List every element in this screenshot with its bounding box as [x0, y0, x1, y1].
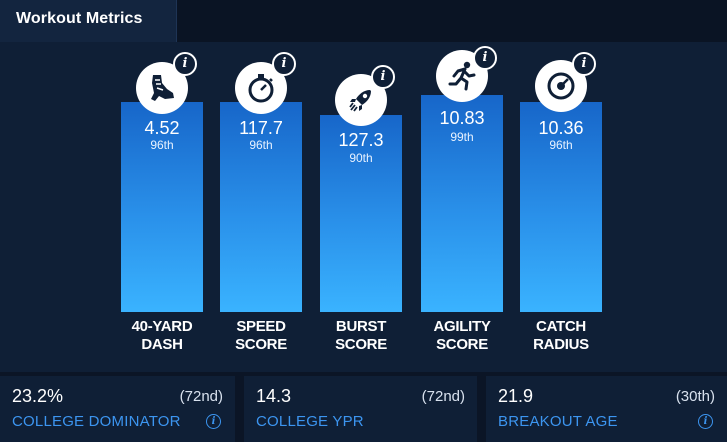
- metric-agility-score: i 10.83 99th: [421, 0, 503, 312]
- metric-label-catch-radius: CATCH RADIUS: [533, 318, 589, 353]
- metric-percentile: 96th: [249, 138, 273, 152]
- info-icon[interactable]: i: [473, 46, 497, 70]
- page-title: Workout Metrics: [16, 10, 143, 27]
- stat-value: 21.9: [498, 386, 534, 406]
- metric-percentile: 90th: [349, 151, 373, 165]
- metric-value: 10.36: [538, 118, 584, 138]
- info-icon[interactable]: i: [173, 52, 197, 76]
- stat-label: COLLEGE YPR: [256, 413, 364, 430]
- stat-rank: (72nd): [421, 388, 465, 405]
- metric-speed-score: i 117.7 96th: [220, 0, 302, 312]
- metric-bar: [520, 102, 602, 312]
- metric-label-agility-score: AGILITY SCORE: [433, 318, 491, 353]
- metric-percentile: 96th: [549, 138, 573, 152]
- stat-rank: (30th): [675, 388, 715, 405]
- metric-value: 117.7: [239, 118, 283, 138]
- metric-percentile: 99th: [450, 130, 474, 144]
- metric-value: 10.83: [439, 108, 485, 128]
- info-icon[interactable]: i: [371, 65, 395, 89]
- metric-percentile: 96th: [150, 138, 174, 152]
- metric-label-speed-score: SPEED SCORE: [235, 318, 287, 353]
- metric-bar: [320, 115, 402, 312]
- stat-card-college-ypr: 14.3 (72nd) COLLEGE YPR: [244, 376, 477, 442]
- metric-bar: [220, 102, 302, 312]
- metric-bar: [121, 102, 203, 312]
- metric-value: 127.3: [338, 130, 384, 150]
- stat-rank: (72nd): [179, 388, 223, 405]
- stat-value: 14.3: [256, 386, 292, 406]
- stat-label: BREAKOUT AGE: [498, 413, 618, 430]
- stat-label: COLLEGE DOMINATOR: [12, 413, 181, 430]
- stat-card-college-dominator: 23.2% (72nd) COLLEGE DOMINATOR i: [0, 376, 235, 442]
- metric-label-40-yard-dash: 40-YARD DASH: [131, 318, 193, 353]
- info-icon[interactable]: i: [272, 52, 296, 76]
- stat-value: 23.2%: [12, 386, 64, 406]
- metric-catch-radius: i 10.36 96th: [520, 0, 602, 312]
- metric-bar: [421, 95, 503, 312]
- metric-label-burst-score: BURST SCORE: [335, 318, 387, 353]
- tab-workout-metrics[interactable]: Workout Metrics: [0, 0, 177, 42]
- info-icon[interactable]: i: [698, 414, 713, 429]
- info-icon[interactable]: i: [572, 52, 596, 76]
- metric-40-yard-dash: i 4.52 96th: [121, 0, 203, 312]
- metric-burst-score: i 127.3 90th: [320, 0, 402, 312]
- metric-value: 4.52: [144, 118, 180, 138]
- stat-card-breakout-age: 21.9 (30th) BREAKOUT AGE i: [486, 376, 727, 442]
- info-icon[interactable]: i: [206, 414, 221, 429]
